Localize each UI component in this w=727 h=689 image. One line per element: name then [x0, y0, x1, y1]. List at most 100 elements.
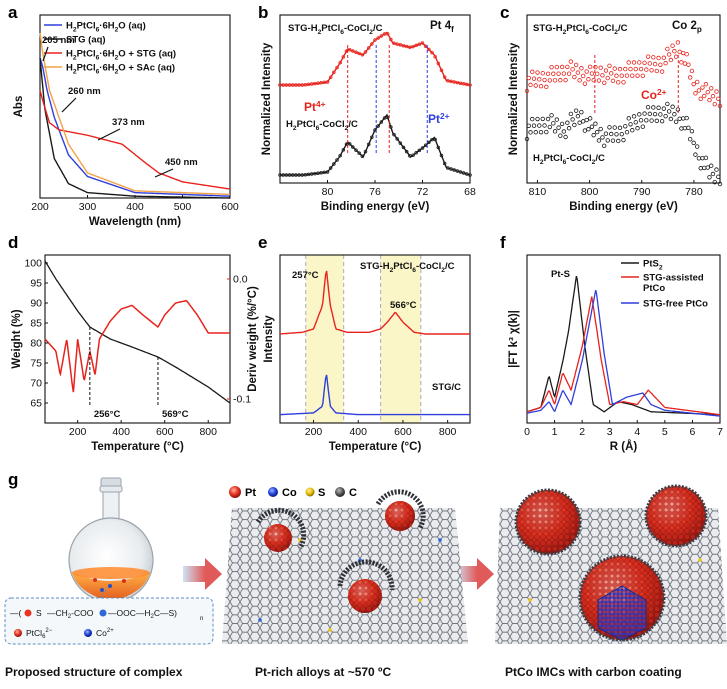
y-tick-label: 100	[24, 258, 42, 270]
series-point-c-0	[638, 66, 644, 72]
series-point-c-1	[717, 181, 723, 187]
series-point-b-0	[449, 79, 453, 84]
y-tick-label: 65	[30, 398, 42, 410]
x-tick-label: 810	[529, 186, 547, 198]
series-point-c-1	[533, 130, 538, 135]
series-point-c-1	[651, 105, 656, 110]
series-point-c-1	[591, 132, 596, 138]
y-tick-label: 80	[30, 338, 42, 350]
formula-box	[4, 597, 214, 645]
annotation-d-0: 256°C	[94, 409, 121, 420]
x-tick-label: 200	[69, 426, 87, 438]
series-point-c-1	[659, 118, 665, 124]
series-point-c-1	[642, 111, 647, 116]
series-point-b-1	[458, 170, 463, 174]
x-tick-label: 76	[369, 186, 381, 198]
series-point-c-1	[616, 138, 621, 144]
series-point-c-0	[709, 86, 714, 91]
series-point-c-1	[610, 138, 616, 143]
series-point-c-0	[531, 76, 537, 81]
series-point-b-0	[328, 75, 333, 79]
series-point-b-1	[414, 151, 418, 155]
series-point-c-1	[600, 135, 605, 140]
series-point-b-0	[401, 43, 406, 48]
series-point-b-0	[395, 42, 399, 46]
series-point-c-1	[617, 125, 623, 131]
series-point-c-1	[582, 128, 588, 133]
series-point-c-0	[630, 73, 635, 78]
x-tick-label: 80	[322, 186, 334, 198]
series-point-b-0	[290, 83, 295, 87]
series-point-c-0	[644, 67, 649, 72]
series-point-c-1	[587, 116, 593, 121]
series-point-c-1	[624, 130, 630, 135]
series-point-b-1	[313, 171, 317, 176]
series-point-c-0	[547, 78, 553, 83]
series-point-c-0	[554, 64, 560, 70]
series-point-c-0	[659, 69, 665, 74]
legend-f-1b: PtCo	[643, 283, 665, 294]
plot-frame-f	[526, 254, 721, 424]
series-point-b-0	[325, 80, 330, 84]
series-point-b-1	[344, 142, 349, 146]
svg-text:—CH2-COO: —CH2-COO	[47, 608, 94, 620]
series-point-c-0	[668, 57, 674, 63]
series-point-c-1	[687, 137, 693, 142]
svg-text:Pt: Pt	[245, 487, 256, 499]
series-line-a-2	[39, 90, 231, 190]
series-point-b-0	[420, 41, 425, 45]
y-axis-label-e: Intensity	[263, 315, 275, 363]
series-point-c-0	[573, 62, 579, 68]
series-point-c-0	[563, 77, 568, 83]
series-point-c-1	[526, 123, 531, 128]
svg-text:—OOC—H2C—S): —OOC—H2C—S)	[108, 608, 177, 620]
series-point-c-0	[558, 78, 563, 83]
chart-d-tga: 65 70 75 80 85 90 95 100 0.0 -0.1 200 400 600 800 Temp…	[11, 254, 259, 453]
panel-label-d: d	[8, 233, 18, 252]
series-point-c-0	[538, 83, 544, 89]
series-point-c-1	[702, 165, 707, 171]
caption-complex: Proposed structure of complex	[5, 665, 183, 679]
series-point-c-1	[628, 122, 633, 127]
caption-pt-rich: Pt-rich alloys at ~570 ºC	[255, 665, 391, 679]
series-point-b-1	[328, 166, 333, 170]
series-point-b-0	[398, 43, 403, 47]
series-point-c-1	[552, 129, 558, 134]
series-point-c-0	[680, 50, 686, 56]
y-axis-label-b: Normalized Intensity	[261, 42, 273, 155]
polymer-formula: —( S —CH2-COO —OOC—H2C—S) n PtCl62− Co2+	[10, 608, 203, 640]
series-point-c-0	[665, 46, 670, 52]
series-label-c-red: STG-H2PtCl6-CoCl2/C	[533, 23, 628, 36]
series-point-c-0	[542, 77, 547, 83]
series-point-c-1	[673, 119, 679, 124]
x-tick-label: 6	[690, 426, 696, 438]
y2-axis-label-d: Deriv weight (%/°C)	[247, 286, 259, 392]
series-point-c-1	[580, 119, 586, 124]
series-line-d-deriv	[44, 299, 230, 393]
series-point-c-1	[680, 116, 686, 121]
series-point-b-1	[351, 145, 355, 149]
series-point-b-0	[360, 52, 365, 57]
series-point-b-1	[300, 173, 304, 177]
chart-b-xps-pt4f: 80 76 72 68 Binding energy (eV) Normalized In…	[261, 14, 476, 213]
series-point-b-0	[351, 49, 355, 53]
pt2-label: Pt2+	[428, 111, 450, 126]
series-point-c-1	[603, 131, 609, 136]
series-line-d-weight	[44, 260, 231, 404]
series-point-b-0	[287, 83, 292, 87]
series-point-c-0	[577, 78, 582, 83]
legend-a-3: H2PtCl6·6H2O + SAc (aq)	[66, 63, 175, 76]
y-tick-label: 75	[30, 358, 42, 370]
series-point-b-0	[392, 41, 396, 46]
series-point-c-0	[717, 103, 723, 109]
series-point-c-0	[640, 73, 645, 78]
series-point-b-0	[455, 80, 460, 85]
x-tick-label: 1	[552, 426, 558, 438]
plot-frame-d	[44, 254, 231, 424]
atom-legend: Pt Co S C	[229, 486, 357, 499]
series-point-b-0	[389, 37, 393, 42]
series-point-b-1	[398, 141, 403, 145]
x-tick-label: 0	[524, 426, 530, 438]
series-point-c-0	[623, 66, 628, 72]
y-tick-label: 85	[30, 318, 42, 330]
